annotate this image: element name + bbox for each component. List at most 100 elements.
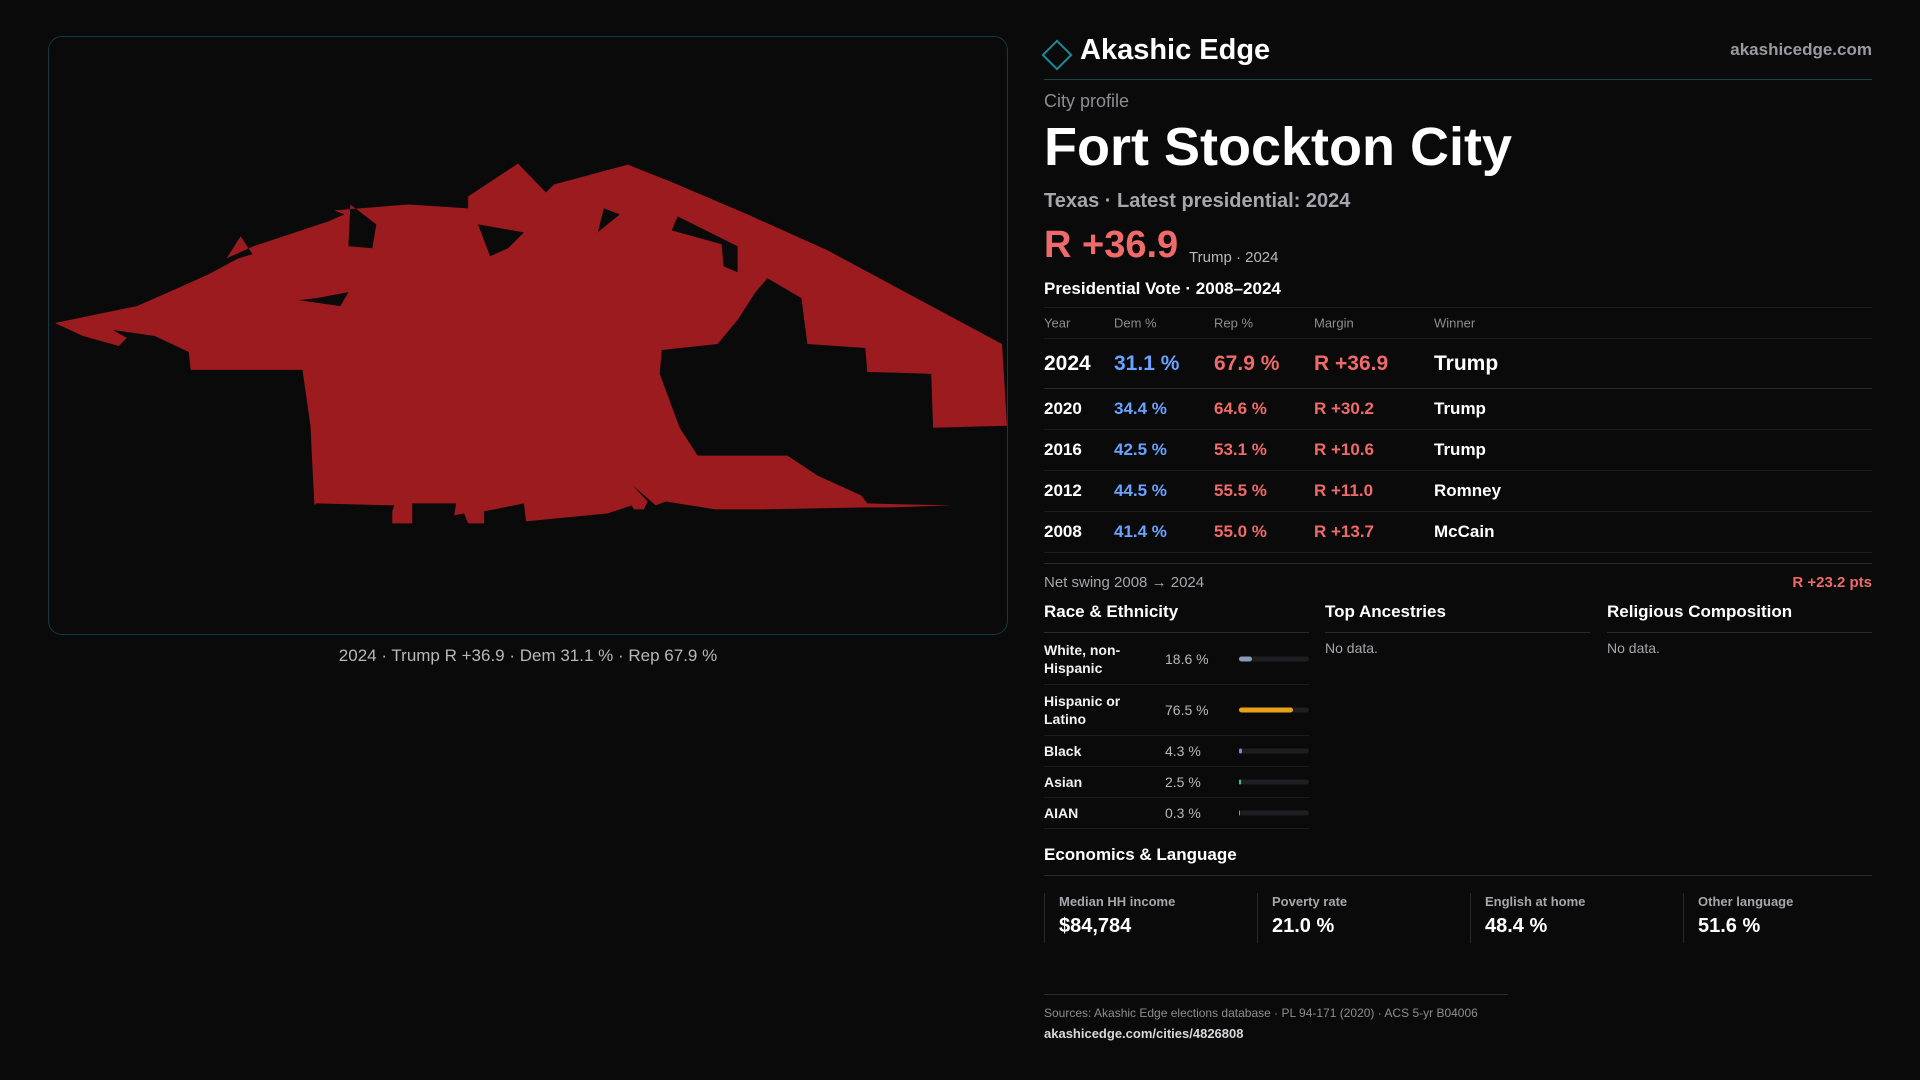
row-year: 2016 <box>1044 440 1082 459</box>
table-row: 2016 42.5 % 53.1 % R +10.6 Trump <box>1044 430 1872 471</box>
row-winner: Trump <box>1434 351 1499 375</box>
ancestries-heading: Top Ancestries <box>1325 602 1446 621</box>
table-row: 2012 44.5 % 55.5 % R +11.0 Romney <box>1044 471 1872 512</box>
religion-empty: No data. <box>1607 640 1660 656</box>
stat-median-income: Median HH income $84,784 <box>1044 893 1257 943</box>
stat-label: English at home <box>1485 894 1586 909</box>
vote-table: Year Dem % Rep % Margin Winner 2024 31.1… <box>1044 307 1872 553</box>
row-year: 2020 <box>1044 399 1082 418</box>
race-bar <box>1239 810 1309 816</box>
latest-margin-note: Trump · 2024 <box>1189 249 1279 266</box>
stat-english-at-home: English at home 48.4 % <box>1470 893 1683 943</box>
race-bar <box>1239 656 1309 662</box>
city-boundary-shape <box>54 163 1007 524</box>
city-map-panel <box>48 36 1008 635</box>
row-dem-pct: 31.1 % <box>1114 351 1180 375</box>
sources-divider <box>1044 994 1508 995</box>
brand-name[interactable]: Akashic Edge <box>1080 34 1271 66</box>
section-kicker: City profile <box>1044 91 1130 111</box>
stat-value: 48.4 % <box>1485 915 1548 937</box>
ancestries-empty: No data. <box>1325 640 1378 656</box>
stat-other-language: Other language 51.6 % <box>1683 893 1896 943</box>
row-dem-pct: 42.5 % <box>1114 440 1167 459</box>
stat-label: Median HH income <box>1059 894 1176 909</box>
stat-value: 21.0 % <box>1272 915 1335 937</box>
row-rep-pct: 67.9 % <box>1214 351 1280 375</box>
race-bar-fill <box>1239 810 1240 816</box>
stat-poverty-rate: Poverty rate 21.0 % <box>1257 893 1470 943</box>
row-margin: R +10.6 <box>1314 440 1375 459</box>
list-item: Black 4.3 % <box>1044 736 1309 767</box>
net-swing-label: Net swing 2008 → 2024 <box>1044 574 1205 591</box>
race-bar <box>1239 748 1309 754</box>
race-pct: 4.3 % <box>1165 743 1201 759</box>
vote-table-header: Year Dem % Rep % Margin Winner <box>1044 308 1872 339</box>
stat-label: Other language <box>1698 894 1794 909</box>
economics-stats: Median HH income $84,784 Poverty rate 21… <box>1044 893 1872 943</box>
race-bar-fill <box>1239 779 1241 785</box>
row-margin: R +13.7 <box>1314 522 1375 541</box>
row-year: 2012 <box>1044 481 1082 500</box>
col-margin: Margin <box>1314 315 1354 331</box>
row-rep-pct: 64.6 % <box>1214 399 1267 418</box>
row-winner: Trump <box>1434 440 1486 459</box>
race-divider <box>1044 632 1309 633</box>
row-margin: R +30.2 <box>1314 399 1375 418</box>
row-dem-pct: 34.4 % <box>1114 399 1167 418</box>
race-label: Hispanic or Latino <box>1044 693 1121 727</box>
religion-divider <box>1607 632 1872 633</box>
list-item: White, non-Hispanic 18.6 % <box>1044 634 1309 685</box>
race-pct: 18.6 % <box>1165 651 1209 667</box>
race-list: White, non-Hispanic 18.6 % Hispanic or L… <box>1044 634 1309 829</box>
col-dem: Dem % <box>1114 315 1157 331</box>
latest-margin: R +36.9 <box>1044 224 1179 266</box>
page-subtitle: Texas · Latest presidential: 2024 <box>1044 190 1351 212</box>
stat-value: $84,784 <box>1059 915 1132 937</box>
ancestries-divider <box>1325 632 1590 633</box>
race-pct: 76.5 % <box>1165 702 1209 718</box>
diamond-icon <box>1041 39 1073 71</box>
stat-label: Poverty rate <box>1272 894 1348 909</box>
row-rep-pct: 55.0 % <box>1214 522 1267 541</box>
race-label: Black <box>1044 743 1082 759</box>
race-label: White, non-Hispanic <box>1044 642 1121 676</box>
table-row: 2008 41.4 % 55.0 % R +13.7 McCain <box>1044 512 1872 553</box>
economics-divider <box>1044 875 1872 876</box>
sources-link[interactable]: akashicedge.com/cities/4826808 <box>1044 1026 1244 1041</box>
row-winner: Trump <box>1434 399 1486 418</box>
race-label: Asian <box>1044 774 1083 790</box>
net-swing-value: R +23.2 pts <box>1792 574 1872 591</box>
race-bar <box>1239 707 1309 713</box>
row-year: 2008 <box>1044 522 1082 541</box>
list-item: AIAN 0.3 % <box>1044 798 1309 829</box>
race-bar-fill <box>1239 656 1253 662</box>
brand-header: Akashic Edge akashicedge.com <box>1041 32 1872 80</box>
brand-url-link[interactable]: akashicedge.com <box>1730 40 1872 59</box>
race-pct: 0.3 % <box>1165 805 1201 821</box>
row-winner: McCain <box>1434 522 1495 541</box>
vote-table-heading: Presidential Vote · 2008–2024 <box>1044 279 1281 298</box>
row-margin: R +11.0 <box>1314 481 1374 500</box>
col-year: Year <box>1044 315 1071 331</box>
table-row: 2020 34.4 % 64.6 % R +30.2 Trump <box>1044 389 1872 430</box>
sources-text: Sources: Akashic Edge elections database… <box>1044 1006 1478 1020</box>
race-heading: Race & Ethnicity <box>1044 602 1179 621</box>
map-caption: 2024 · Trump R +36.9 · Dem 31.1 % · Rep … <box>338 646 718 665</box>
row-rep-pct: 55.5 % <box>1214 481 1267 500</box>
race-label: AIAN <box>1044 805 1079 821</box>
economics-heading: Economics & Language <box>1044 845 1237 864</box>
row-rep-pct: 53.1 % <box>1214 440 1267 459</box>
page-title: Fort Stockton City <box>1044 117 1512 177</box>
list-item: Asian 2.5 % <box>1044 767 1309 798</box>
race-bar <box>1239 779 1309 785</box>
row-margin: R +36.9 <box>1314 351 1389 375</box>
race-bar-fill <box>1239 707 1293 713</box>
city-boundary-map <box>54 163 1007 524</box>
race-pct: 2.5 % <box>1165 774 1201 790</box>
table-row: 2024 31.1 % 67.9 % R +36.9 Trump <box>1044 339 1872 389</box>
religion-heading: Religious Composition <box>1607 602 1793 621</box>
stat-value: 51.6 % <box>1698 915 1761 937</box>
race-bar-fill <box>1239 748 1242 754</box>
col-rep: Rep % <box>1214 315 1254 331</box>
row-year: 2024 <box>1044 351 1091 375</box>
